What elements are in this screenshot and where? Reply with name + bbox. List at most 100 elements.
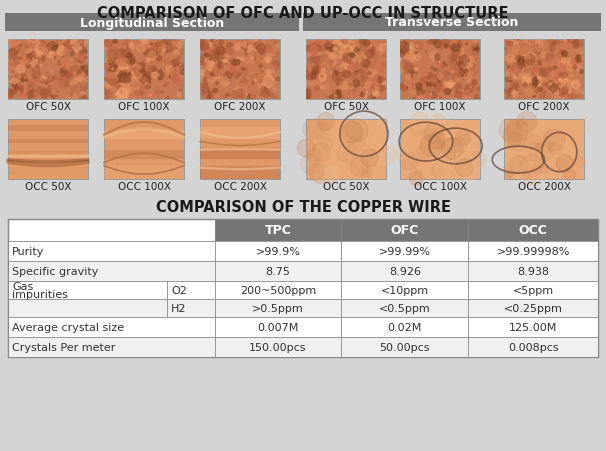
Polygon shape — [104, 73, 110, 84]
Polygon shape — [268, 57, 277, 65]
Polygon shape — [69, 51, 75, 57]
Polygon shape — [151, 72, 160, 79]
Polygon shape — [117, 58, 130, 68]
Polygon shape — [234, 67, 245, 78]
Polygon shape — [115, 83, 118, 86]
Polygon shape — [117, 70, 132, 85]
Polygon shape — [248, 76, 254, 80]
Polygon shape — [36, 76, 47, 82]
Polygon shape — [115, 59, 125, 67]
Polygon shape — [79, 78, 88, 86]
Polygon shape — [115, 49, 126, 60]
Polygon shape — [104, 41, 110, 48]
Polygon shape — [331, 92, 345, 100]
Polygon shape — [310, 48, 320, 57]
Polygon shape — [563, 58, 567, 62]
Text: COMPARISON OF OFC AND UP-OCC IN STRUCTURE: COMPARISON OF OFC AND UP-OCC IN STRUCTUR… — [97, 5, 509, 20]
Polygon shape — [240, 46, 244, 51]
Polygon shape — [455, 62, 463, 68]
Polygon shape — [368, 70, 375, 79]
Polygon shape — [306, 64, 315, 78]
Polygon shape — [39, 88, 52, 100]
Polygon shape — [202, 64, 209, 68]
Polygon shape — [124, 59, 127, 61]
Polygon shape — [512, 70, 519, 81]
Polygon shape — [242, 60, 256, 70]
Polygon shape — [8, 92, 12, 100]
Polygon shape — [335, 71, 339, 78]
Circle shape — [373, 132, 387, 145]
Polygon shape — [371, 91, 380, 98]
Polygon shape — [120, 91, 127, 95]
Polygon shape — [400, 68, 404, 75]
Polygon shape — [309, 74, 317, 81]
Polygon shape — [519, 73, 531, 84]
Polygon shape — [410, 65, 417, 71]
Polygon shape — [215, 95, 223, 100]
Circle shape — [455, 159, 473, 177]
Polygon shape — [144, 85, 152, 90]
Polygon shape — [258, 96, 265, 100]
Polygon shape — [215, 59, 222, 66]
FancyBboxPatch shape — [5, 14, 299, 32]
Circle shape — [415, 170, 421, 176]
Polygon shape — [553, 64, 563, 73]
Polygon shape — [260, 85, 271, 95]
Polygon shape — [375, 47, 386, 56]
Polygon shape — [508, 57, 511, 59]
Circle shape — [507, 132, 527, 152]
Polygon shape — [210, 62, 215, 69]
Polygon shape — [525, 78, 534, 84]
Circle shape — [432, 165, 444, 178]
Polygon shape — [519, 93, 523, 97]
Polygon shape — [331, 89, 336, 95]
Circle shape — [319, 160, 331, 173]
Polygon shape — [180, 69, 184, 76]
Polygon shape — [562, 63, 570, 69]
Polygon shape — [504, 55, 512, 64]
Polygon shape — [118, 76, 122, 82]
Polygon shape — [171, 60, 180, 68]
Polygon shape — [10, 63, 15, 68]
Polygon shape — [361, 60, 371, 69]
Polygon shape — [439, 40, 451, 47]
Polygon shape — [115, 86, 124, 93]
Polygon shape — [337, 50, 344, 58]
Polygon shape — [425, 93, 430, 97]
Polygon shape — [200, 40, 205, 52]
Polygon shape — [410, 89, 418, 96]
Polygon shape — [152, 45, 159, 52]
Polygon shape — [527, 77, 531, 84]
Polygon shape — [139, 85, 146, 92]
Text: OFC 100X: OFC 100X — [118, 102, 170, 112]
Polygon shape — [42, 92, 47, 99]
Circle shape — [411, 125, 423, 137]
Circle shape — [445, 149, 455, 159]
Polygon shape — [104, 85, 114, 90]
Polygon shape — [561, 55, 571, 68]
Polygon shape — [200, 46, 211, 54]
Polygon shape — [256, 43, 267, 56]
Polygon shape — [308, 71, 316, 79]
Polygon shape — [564, 60, 571, 69]
Polygon shape — [255, 77, 261, 83]
Polygon shape — [425, 85, 435, 96]
Polygon shape — [522, 76, 527, 81]
Polygon shape — [411, 83, 424, 93]
Polygon shape — [264, 40, 275, 48]
Polygon shape — [200, 55, 205, 67]
Polygon shape — [420, 78, 430, 85]
Polygon shape — [55, 97, 59, 100]
Text: <0.25ppm: <0.25ppm — [504, 304, 562, 313]
Polygon shape — [518, 65, 524, 70]
Polygon shape — [436, 61, 439, 67]
Polygon shape — [219, 59, 222, 62]
Polygon shape — [306, 67, 318, 81]
Polygon shape — [563, 92, 567, 97]
Polygon shape — [168, 70, 178, 78]
Polygon shape — [143, 49, 155, 59]
Polygon shape — [445, 83, 453, 89]
Polygon shape — [562, 40, 571, 47]
Polygon shape — [542, 51, 545, 53]
Polygon shape — [152, 43, 161, 51]
